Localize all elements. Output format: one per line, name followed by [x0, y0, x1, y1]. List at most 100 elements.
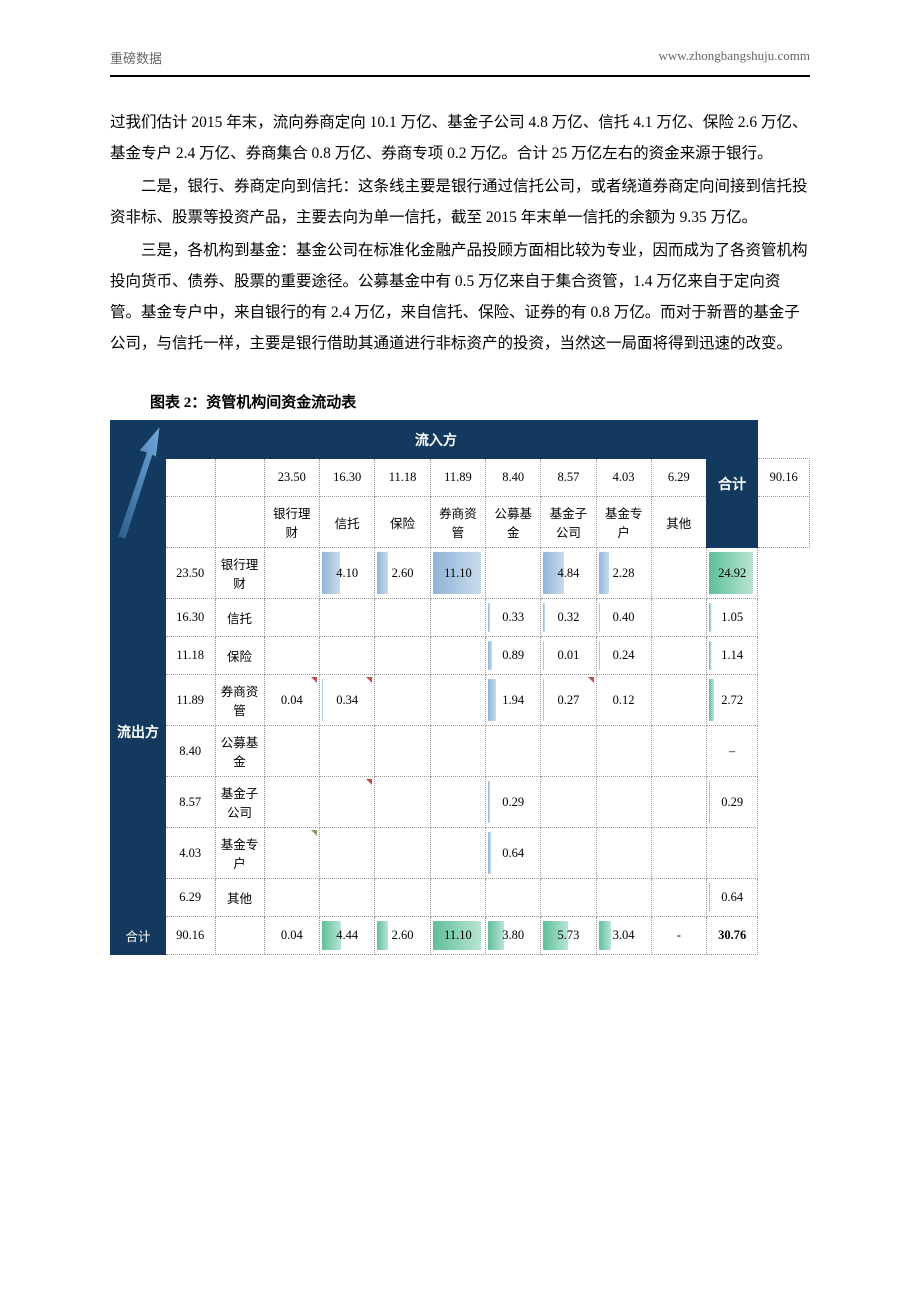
col-label-6: 基金专户 [596, 497, 651, 548]
col-label-2: 保险 [375, 497, 430, 548]
total-header: 合计 [706, 421, 758, 548]
row-num: 8.40 [165, 726, 215, 777]
bt-3: 11.10 [430, 917, 485, 955]
bt-5: 5.73 [541, 917, 596, 955]
data-cell [319, 637, 374, 675]
row-sum: 24.92 [706, 548, 758, 599]
table-row: 16.30信托0.330.320.401.05 [111, 599, 810, 637]
row-label: 保险 [215, 637, 264, 675]
data-cell [651, 777, 706, 828]
inflow-header: 流入方 [165, 421, 706, 459]
table-row: 11.89券商资管0.040.341.940.270.122.72 [111, 675, 810, 726]
data-cell [596, 726, 651, 777]
chart-title: 图表 2：资管机构间资金流动表 [0, 381, 920, 420]
col-total-3: 11.89 [430, 459, 485, 497]
bt-6: 3.04 [596, 917, 651, 955]
data-cell: 2.60 [375, 548, 430, 599]
row-sum: 1.05 [706, 599, 758, 637]
row-num: 4.03 [165, 828, 215, 879]
col-total-1: 16.30 [319, 459, 374, 497]
data-cell [596, 828, 651, 879]
table-row: 11.18保险0.890.010.241.14 [111, 637, 810, 675]
grand-total-top: 90.16 [758, 459, 810, 497]
data-cell [651, 637, 706, 675]
table-row: 流出方23.50银行理财4.102.6011.104.842.2824.92 [111, 548, 810, 599]
row-num: 23.50 [165, 548, 215, 599]
row-label: 公募基金 [215, 726, 264, 777]
bt-4: 3.80 [486, 917, 541, 955]
data-cell: 0.24 [596, 637, 651, 675]
data-cell [651, 726, 706, 777]
data-cell [319, 777, 374, 828]
body-text: 过我们估计 2015 年末，流向券商定向 10.1 万亿、基金子公司 4.8 万… [0, 77, 920, 381]
data-cell [319, 726, 374, 777]
page-header: 重磅数据 www.zhongbangshuju.comm [110, 0, 810, 77]
row-label: 基金子公司 [215, 777, 264, 828]
data-cell [319, 879, 374, 917]
data-cell [264, 828, 319, 879]
data-cell: 11.10 [430, 548, 485, 599]
paragraph-3: 三是，各机构到基金：基金公司在标准化金融产品投顾方面相比较为专业，因而成为了各资… [110, 235, 810, 359]
data-cell [430, 828, 485, 879]
row-sum: 0.64 [706, 879, 758, 917]
bt-0: 0.04 [264, 917, 319, 955]
data-cell [651, 828, 706, 879]
data-cell: 0.40 [596, 599, 651, 637]
data-cell [375, 726, 430, 777]
data-cell: 4.10 [319, 548, 374, 599]
data-cell [319, 599, 374, 637]
data-cell [430, 675, 485, 726]
row-num: 11.89 [165, 675, 215, 726]
data-cell [486, 879, 541, 917]
col-total-2: 11.18 [375, 459, 430, 497]
data-cell [541, 828, 596, 879]
row-label: 基金专户 [215, 828, 264, 879]
data-cell: 0.12 [596, 675, 651, 726]
col-total-6: 4.03 [596, 459, 651, 497]
row-sum: 0.29 [706, 777, 758, 828]
data-cell [651, 599, 706, 637]
data-cell [375, 828, 430, 879]
row-sum: – [706, 726, 758, 777]
data-cell [651, 548, 706, 599]
col-totals-row: 23.50 16.30 11.18 11.89 8.40 8.57 4.03 6… [111, 459, 810, 497]
data-cell [430, 599, 485, 637]
row-label: 信托 [215, 599, 264, 637]
col-total-0: 23.50 [264, 459, 319, 497]
data-cell: 1.94 [486, 675, 541, 726]
data-cell [596, 879, 651, 917]
col-total-5: 8.57 [541, 459, 596, 497]
row-num: 11.18 [165, 637, 215, 675]
col-total-7: 6.29 [651, 459, 706, 497]
outflow-header: 流出方 [111, 548, 166, 917]
data-cell [486, 548, 541, 599]
data-cell [264, 777, 319, 828]
data-cell [375, 777, 430, 828]
row-sum [706, 828, 758, 879]
data-cell [264, 879, 319, 917]
data-cell [541, 879, 596, 917]
data-cell [651, 675, 706, 726]
data-cell [264, 637, 319, 675]
data-cell [430, 777, 485, 828]
paragraph-2: 二是，银行、券商定向到信托：这条线主要是银行通过信托公司，或者绕道券商定向间接到… [110, 171, 810, 233]
col-labels-row: 银行理财 信托 保险 券商资管 公募基金 基金子公司 基金专户 其他 [111, 497, 810, 548]
data-cell [430, 637, 485, 675]
table-row: 6.29其他0.64 [111, 879, 810, 917]
row-label: 券商资管 [215, 675, 264, 726]
data-cell: 0.34 [319, 675, 374, 726]
total-label-bottom: 合计 [111, 917, 166, 955]
data-cell: 0.32 [541, 599, 596, 637]
data-cell [375, 675, 430, 726]
col-label-1: 信托 [319, 497, 374, 548]
bt-7: - [651, 917, 706, 955]
data-cell [375, 637, 430, 675]
row-num: 6.29 [165, 879, 215, 917]
row-sum: 1.14 [706, 637, 758, 675]
row-label: 银行理财 [215, 548, 264, 599]
row-num: 16.30 [165, 599, 215, 637]
data-cell: 0.89 [486, 637, 541, 675]
row-sum: 2.72 [706, 675, 758, 726]
table-row: 8.40公募基金 – [111, 726, 810, 777]
col-label-4: 公募基金 [486, 497, 541, 548]
